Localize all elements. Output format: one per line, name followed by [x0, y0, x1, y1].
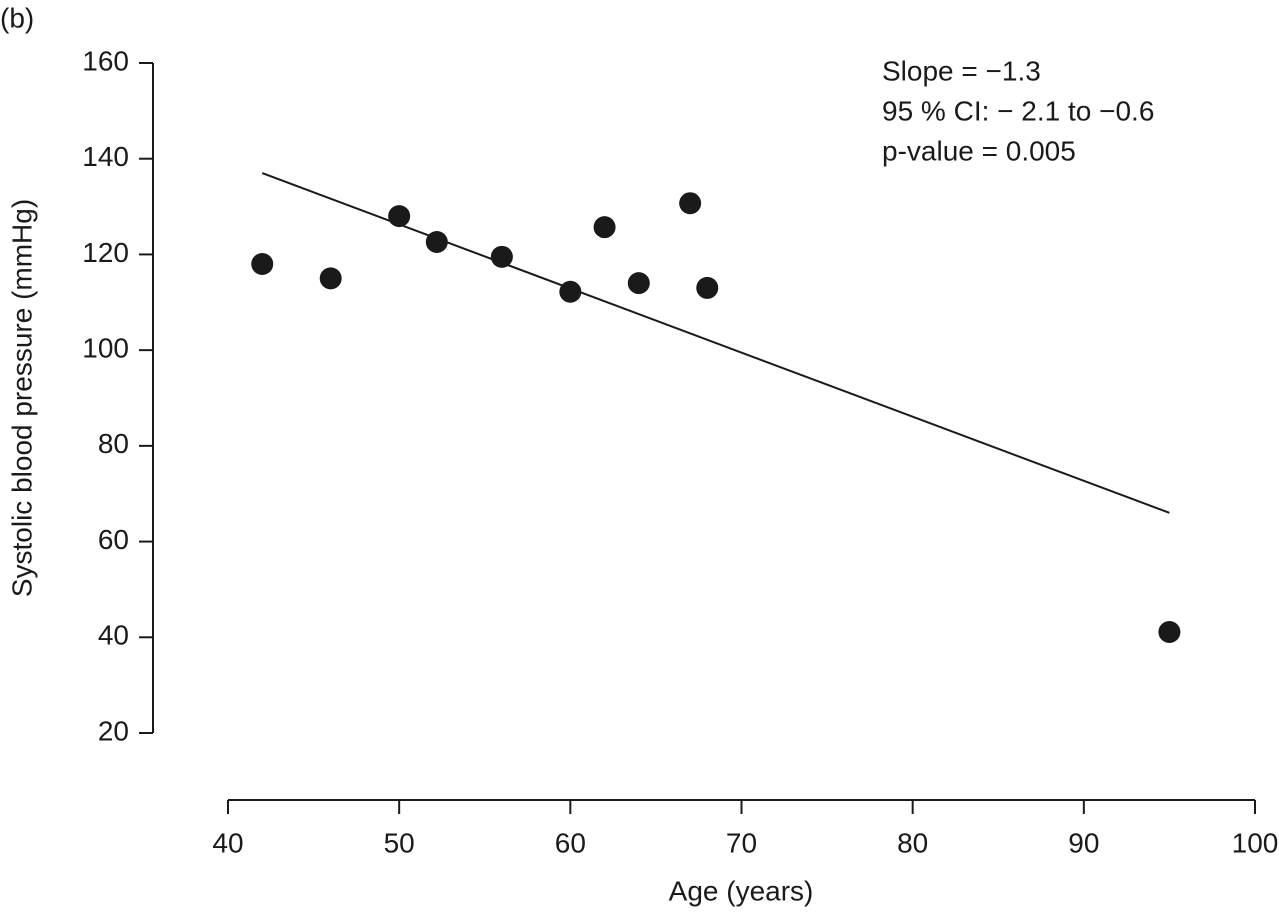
y-tick-label: 140 [82, 141, 129, 172]
x-tick-label: 100 [1232, 827, 1279, 858]
x-tick-label: 60 [555, 827, 586, 858]
data-point [251, 253, 274, 275]
annotation: p-value = 0.005 [882, 135, 1076, 166]
data-point [425, 230, 448, 253]
annotation: 95 % CI: − 2.1 to −0.6 [882, 95, 1154, 126]
regression-line [261, 172, 1170, 514]
panel-label: (b) [0, 2, 34, 33]
x-tick-label: 40 [212, 827, 243, 858]
data-point [559, 280, 582, 303]
y-tick-label: 100 [82, 333, 129, 364]
x-axis-label: Age (years) [669, 875, 814, 906]
y-tick-label: 80 [98, 428, 129, 459]
annotation: Slope = −1.3 [882, 55, 1041, 86]
x-tick-label: 90 [1068, 827, 1099, 858]
x-tick-label: 70 [726, 827, 757, 858]
y-tick-label: 120 [82, 237, 129, 268]
x-tick-label: 80 [897, 827, 928, 858]
data-point [679, 192, 702, 215]
data-point [627, 272, 650, 295]
data-point [319, 267, 342, 290]
y-tick-label: 20 [98, 715, 129, 746]
data-point [388, 205, 411, 228]
y-tick-label: 160 [82, 45, 129, 76]
data-point [490, 245, 513, 268]
y-tick-label: 60 [98, 524, 129, 555]
x-tick-label: 50 [384, 827, 415, 858]
data-point [1158, 621, 1181, 644]
data-point [593, 216, 616, 239]
data-point [696, 276, 719, 299]
y-axis-label: Systolic blood pressure (mmHg) [6, 199, 37, 597]
y-tick-label: 40 [98, 620, 129, 651]
